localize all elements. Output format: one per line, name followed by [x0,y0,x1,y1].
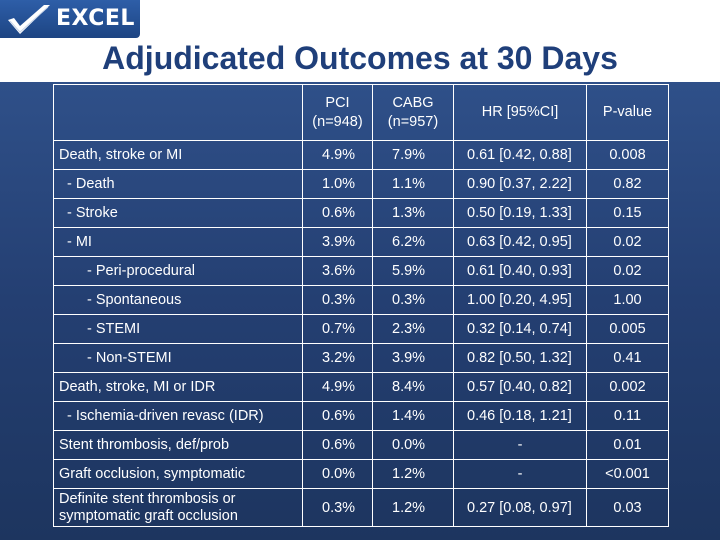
excel-logo: EXCEL [0,0,140,38]
cabg-value: 7.9% [372,140,454,170]
p-value: 0.008 [586,140,669,170]
pci-value: 0.6% [302,401,373,431]
row-label: - Stroke [53,198,303,228]
row-label: Stent thrombosis, def/prob [53,430,303,460]
p-value: 0.82 [586,169,669,199]
row-label: - Ischemia-driven revasc (IDR) [53,401,303,431]
pci-value: 0.3% [302,285,373,315]
row-label: Graft occlusion, symptomatic [53,459,303,489]
p-value: 0.005 [586,314,669,344]
table-row: - Spontaneous 0.3% 0.3% 1.00 [0.20, 4.95… [53,285,669,315]
pci-value: 3.6% [302,256,373,286]
hr-value: 0.61 [0.40, 0.93] [453,256,587,286]
p-value: 0.15 [586,198,669,228]
page-title: Adjudicated Outcomes at 30 Days [102,40,618,76]
cabg-value: 8.4% [372,372,454,402]
pci-value: 0.6% [302,198,373,228]
table-row: Definite stent thrombosis or symptomatic… [53,488,669,527]
header-pci: PCI (n=948) [302,84,373,141]
hr-value: 0.50 [0.19, 1.33] [453,198,587,228]
cabg-value: 6.2% [372,227,454,257]
cabg-value: 2.3% [372,314,454,344]
p-value: 0.11 [586,401,669,431]
table-row: - STEMI 0.7% 2.3% 0.32 [0.14, 0.74] 0.00… [53,314,669,344]
hr-value: 0.63 [0.42, 0.95] [453,227,587,257]
cabg-value: 1.1% [372,169,454,199]
table-row: - Stroke 0.6% 1.3% 0.50 [0.19, 1.33] 0.1… [53,198,669,228]
cabg-value: 5.9% [372,256,454,286]
table-row: Stent thrombosis, def/prob 0.6% 0.0% - 0… [53,430,669,460]
row-label: - STEMI [53,314,303,344]
table-header-row: PCI (n=948) CABG (n=957) HR [95%CI] P-va… [53,84,669,141]
hr-value: - [453,459,587,489]
table-row: Death, stroke or MI 4.9% 7.9% 0.61 [0.42… [53,140,669,170]
table-row: - Peri-procedural 3.6% 5.9% 0.61 [0.40, … [53,256,669,286]
pci-value: 0.6% [302,430,373,460]
pci-value: 0.7% [302,314,373,344]
table-row: Death, stroke, MI or IDR 4.9% 8.4% 0.57 … [53,372,669,402]
pci-value: 0.3% [302,488,373,527]
pci-value: 4.9% [302,372,373,402]
pci-value: 4.9% [302,140,373,170]
cabg-value: 0.3% [372,285,454,315]
hr-value: 0.61 [0.42, 0.88] [453,140,587,170]
p-value: 0.02 [586,256,669,286]
row-label: Definite stent thrombosis or symptomatic… [53,488,303,527]
p-value: <0.001 [586,459,669,489]
header-cabg-line1: CABG [392,94,434,111]
cabg-value: 0.0% [372,430,454,460]
row-label: - Death [53,169,303,199]
p-value: 0.002 [586,372,669,402]
row-label: - Spontaneous [53,285,303,315]
p-value: 0.41 [586,343,669,373]
hr-value: 0.32 [0.14, 0.74] [453,314,587,344]
logo-text: EXCEL [56,6,135,31]
table-row: - Death 1.0% 1.1% 0.90 [0.37, 2.22] 0.82 [53,169,669,199]
row-label: - MI [53,227,303,257]
hr-value: 1.00 [0.20, 4.95] [453,285,587,315]
table-row: - Non-STEMI 3.2% 3.9% 0.82 [0.50, 1.32] … [53,343,669,373]
cabg-value: 1.2% [372,488,454,527]
header-cabg: CABG (n=957) [372,84,454,141]
header-hr: HR [95%CI] [453,84,587,141]
header-cabg-line2: (n=957) [387,113,439,130]
header-pci-line1: PCI [325,94,350,111]
cabg-value: 1.3% [372,198,454,228]
header-pci-line2: (n=948) [312,113,363,130]
hr-value: 0.90 [0.37, 2.22] [453,169,587,199]
cabg-value: 1.2% [372,459,454,489]
hr-value: 0.46 [0.18, 1.21] [453,401,587,431]
row-label: Death, stroke or MI [53,140,303,170]
table-row: - MI 3.9% 6.2% 0.63 [0.42, 0.95] 0.02 [53,227,669,257]
row-label: - Non-STEMI [53,343,303,373]
row-label: - Peri-procedural [53,256,303,286]
outcomes-table: PCI (n=948) CABG (n=957) HR [95%CI] P-va… [53,84,669,527]
table-row: Graft occlusion, symptomatic 0.0% 1.2% -… [53,459,669,489]
row-label: Death, stroke, MI or IDR [53,372,303,402]
hr-value: 0.27 [0.08, 0.97] [453,488,587,527]
hr-value: 0.82 [0.50, 1.32] [453,343,587,373]
pci-value: 3.2% [302,343,373,373]
pci-value: 3.9% [302,227,373,257]
hr-value: 0.57 [0.40, 0.82] [453,372,587,402]
checkmark-icon [8,5,50,34]
cabg-value: 1.4% [372,401,454,431]
hr-value: - [453,430,587,460]
pci-value: 0.0% [302,459,373,489]
pci-value: 1.0% [302,169,373,199]
header-p-value: P-value [586,84,669,141]
cabg-value: 3.9% [372,343,454,373]
p-value: 1.00 [586,285,669,315]
table-row: - Ischemia-driven revasc (IDR) 0.6% 1.4%… [53,401,669,431]
header-blank [53,84,303,141]
p-value: 0.03 [586,488,669,527]
p-value: 0.02 [586,227,669,257]
p-value: 0.01 [586,430,669,460]
